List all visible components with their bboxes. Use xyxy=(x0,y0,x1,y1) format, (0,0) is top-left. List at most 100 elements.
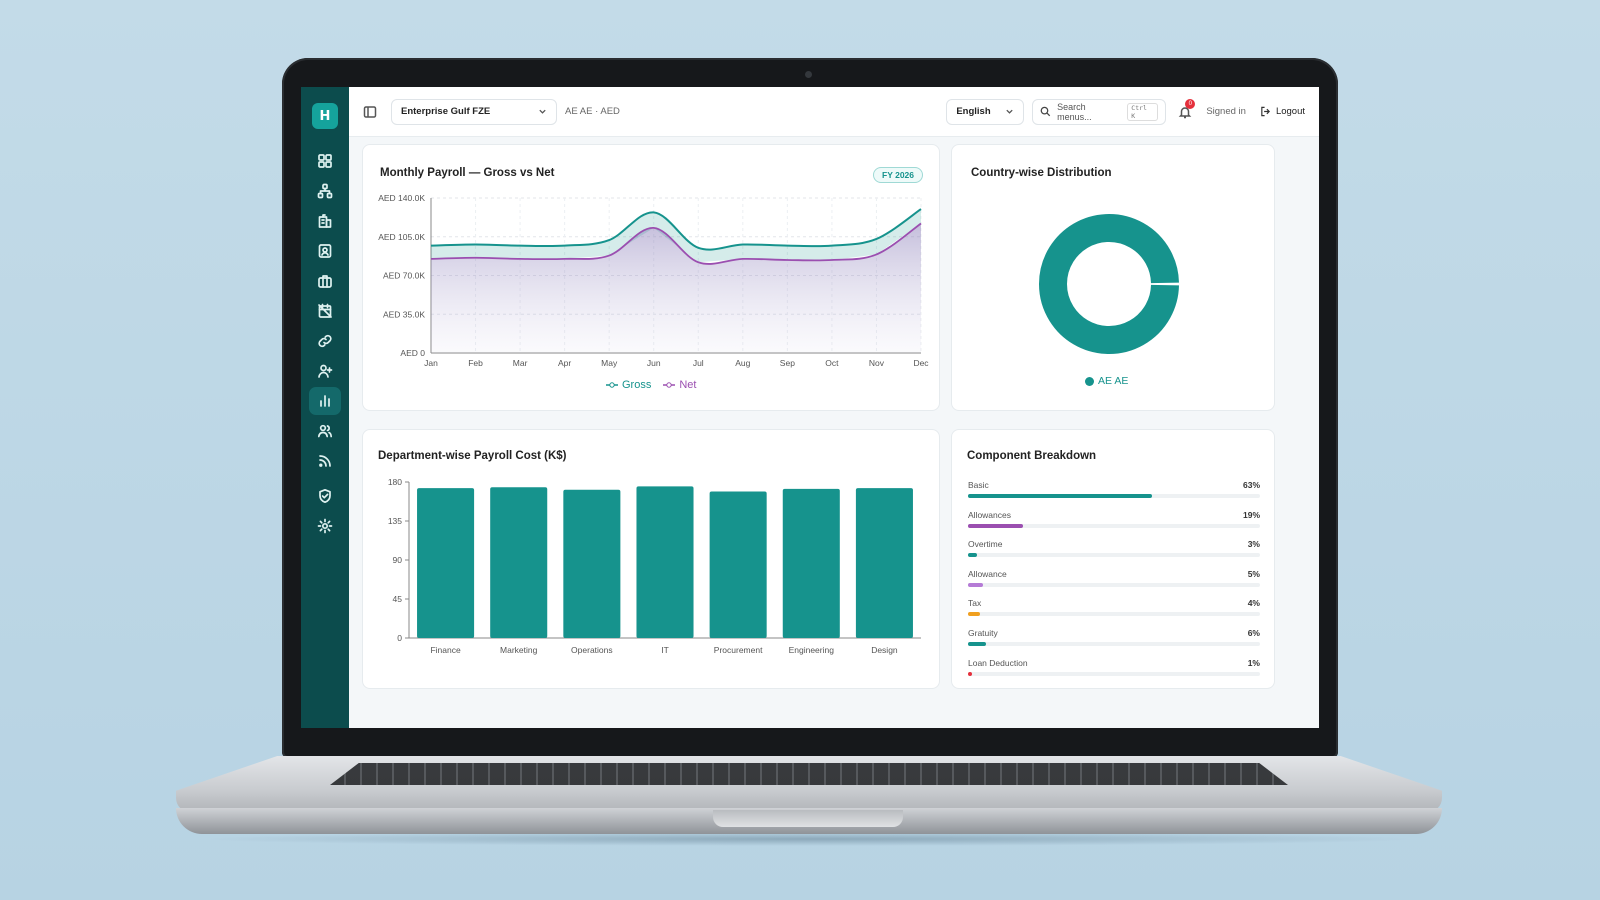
x-tick-label: Nov xyxy=(869,358,885,368)
x-tick-label: Apr xyxy=(558,358,571,368)
x-tick-label: Feb xyxy=(468,358,483,368)
x-tick-label: Finance xyxy=(430,645,461,655)
fiscal-year-badge[interactable]: FY 2026 xyxy=(873,167,923,183)
y-tick-label: AED 0 xyxy=(400,348,425,358)
component-progress-track xyxy=(968,612,1260,617)
monthly-payroll-title: Monthly Payroll — Gross vs Net xyxy=(380,167,555,179)
sidebar-item-employees[interactable] xyxy=(309,237,341,265)
sidebar-item-feeds[interactable] xyxy=(309,447,341,475)
top-header: Enterprise Gulf FZE AE AE · AED English … xyxy=(349,87,1319,137)
component-progress-track xyxy=(968,494,1260,498)
component-progress-fill xyxy=(968,494,1152,498)
component-row[interactable]: Basic 63% xyxy=(968,480,1260,502)
sidebar-toggle-button[interactable] xyxy=(363,105,377,119)
component-percent: 63% xyxy=(1242,480,1260,490)
sidebar-nav xyxy=(309,146,341,541)
bar-design[interactable] xyxy=(855,488,913,638)
users-icon xyxy=(317,424,333,438)
bar-it[interactable] xyxy=(636,486,694,638)
component-row[interactable]: Gratuity 6% xyxy=(968,628,1260,650)
department-payroll-title: Department-wise Payroll Cost (K$) xyxy=(378,450,567,462)
y-tick-label: AED 105.0K xyxy=(378,232,425,242)
component-label: Allowances xyxy=(968,509,1011,520)
logout-button[interactable]: Logout xyxy=(1260,106,1305,117)
company-select-value: Enterprise Gulf FZE xyxy=(401,106,491,117)
sidebar-item-settings[interactable] xyxy=(309,512,341,540)
country-distribution-title: Country-wise Distribution xyxy=(971,167,1112,179)
user-plus-icon xyxy=(318,364,333,378)
bar-operations[interactable] xyxy=(563,489,621,638)
x-tick-label: Procurement xyxy=(714,645,763,655)
component-percent: 4% xyxy=(1247,598,1260,609)
component-row[interactable]: Allowance 5% xyxy=(968,569,1260,591)
gross-legend-icon xyxy=(606,382,618,388)
bar-finance[interactable] xyxy=(417,488,475,638)
company-select[interactable]: Enterprise Gulf FZE xyxy=(391,98,557,125)
department-bar-chart: 0 45 90 135 180 Finance Marketing Operations IT P… xyxy=(388,477,921,655)
x-tick-label: Aug xyxy=(735,358,750,368)
app-screen: H xyxy=(301,87,1319,728)
x-tick-label: Mar xyxy=(513,358,528,368)
legend-gross[interactable]: Gross xyxy=(606,379,651,391)
sidebar-item-companies[interactable] xyxy=(309,207,341,235)
laptop-notch xyxy=(713,810,903,827)
legend-net[interactable]: Net xyxy=(663,379,696,391)
component-breakdown-title: Component Breakdown xyxy=(967,450,1097,462)
component-progress-fill xyxy=(968,582,983,587)
legend-ae-dot xyxy=(1085,376,1094,386)
component-progress-fill xyxy=(968,612,980,617)
y-tick-label: 90 xyxy=(393,555,403,565)
bar-procurement[interactable] xyxy=(709,491,767,638)
component-row[interactable]: Overtime 3% xyxy=(968,539,1260,561)
search-menus-input[interactable]: Search menus... Ctrl K xyxy=(1032,98,1167,125)
sidebar-item-reports[interactable] xyxy=(309,387,341,415)
x-tick-label: Engineering xyxy=(789,645,835,655)
sidebar-item-onboarding[interactable] xyxy=(309,357,341,385)
country-distribution-card: Country-wise Distribution AE AE xyxy=(951,144,1275,411)
laptop-keyboard xyxy=(330,763,1288,785)
component-label: Overtime xyxy=(968,539,1003,550)
component-percent: 5% xyxy=(1247,568,1260,579)
notifications-button[interactable]: 0 xyxy=(1178,98,1196,119)
component-percent: 19% xyxy=(1242,509,1260,520)
org-chart-icon xyxy=(317,183,333,199)
gross-series-line xyxy=(430,208,922,251)
component-percent: 6% xyxy=(1247,628,1260,638)
component-progress-track xyxy=(968,671,1260,676)
y-tick-label: AED 35.0K xyxy=(383,309,425,319)
sidebar-item-dashboard[interactable] xyxy=(309,147,341,175)
language-select[interactable]: English xyxy=(946,98,1025,125)
x-tick-label: Jul xyxy=(693,358,704,368)
app-logo[interactable]: H xyxy=(312,103,338,129)
bar-engineering[interactable] xyxy=(782,488,840,638)
x-tick-label: Oct xyxy=(825,358,839,368)
country-donut-chart xyxy=(1039,214,1179,354)
country-currency-label: AE AE · AED xyxy=(565,106,620,117)
x-tick-label: May xyxy=(601,358,618,368)
component-label: Tax xyxy=(968,598,982,609)
bar-marketing[interactable] xyxy=(490,487,548,638)
sidebar-item-integrations[interactable] xyxy=(309,327,341,355)
component-progress-track xyxy=(968,523,1260,528)
sidebar-item-leave[interactable] xyxy=(309,297,341,325)
component-progress-fill xyxy=(968,642,986,646)
donut-slice-1[interactable] xyxy=(1039,214,1179,354)
sidebar: H xyxy=(301,87,349,728)
sidebar-item-teams[interactable] xyxy=(309,417,341,445)
component-progress-fill xyxy=(968,523,1024,528)
sidebar-item-security[interactable] xyxy=(309,482,341,510)
y-tick-label: 135 xyxy=(388,516,402,526)
component-label: Basic xyxy=(968,480,989,490)
x-tick-label: IT xyxy=(661,645,669,655)
sidebar-item-jobs[interactable] xyxy=(309,267,341,295)
component-row[interactable]: Allowances 19% xyxy=(968,510,1260,532)
legend-ae[interactable]: AE AE xyxy=(1085,375,1128,387)
logout-label: Logout xyxy=(1275,106,1305,117)
sidebar-item-organization[interactable] xyxy=(309,177,341,205)
component-row[interactable]: Tax 4% xyxy=(968,598,1260,620)
y-tick-label: 45 xyxy=(393,594,403,604)
x-tick-label: Jan xyxy=(424,358,438,368)
component-row[interactable]: Loan Deduction 1% xyxy=(968,658,1260,680)
building-icon xyxy=(318,214,332,228)
monthly-payroll-chart: AED 0 AED 35.0K AED 70.0K AED 105.0K AED 140… xyxy=(378,193,929,368)
